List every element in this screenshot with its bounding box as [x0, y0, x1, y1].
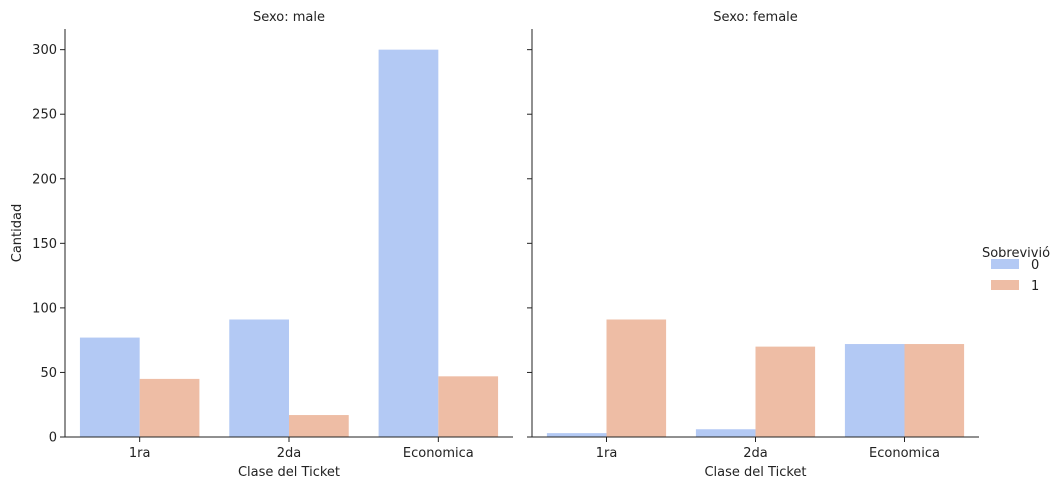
- x-tick-label: 2da: [277, 446, 302, 461]
- y-tick-label: 100: [32, 301, 57, 316]
- x-tick-label: 2da: [743, 446, 768, 461]
- y-axis-label: Cantidad: [10, 204, 25, 262]
- x-tick-label: Economica: [403, 446, 474, 461]
- y-tick-label: 50: [40, 366, 57, 381]
- legend-swatch-0: [991, 259, 1019, 269]
- bar-1-Economica: [438, 376, 499, 437]
- legend: Sobrevivió 01: [982, 246, 1050, 294]
- x-axis-label: Clase del Ticket: [704, 465, 806, 480]
- bar-0-Economica: [378, 49, 439, 437]
- y-tick-label: 250: [32, 108, 57, 123]
- y-tick-label: 300: [32, 43, 57, 58]
- bar-1-2da: [755, 346, 816, 437]
- y-tick-label: 200: [32, 172, 57, 187]
- bar-1-1ra: [606, 319, 667, 437]
- bar-0-1ra: [546, 433, 607, 437]
- x-tick-label: Economica: [869, 446, 940, 461]
- bar-1-Economica: [904, 344, 965, 437]
- x-tick-label: 1ra: [129, 446, 151, 461]
- y-tick-label: 0: [49, 431, 57, 446]
- bar-1-1ra: [139, 378, 200, 437]
- facet-title: Sexo: male: [253, 10, 325, 25]
- bar-0-1ra: [79, 337, 140, 437]
- bar-0-2da: [695, 429, 756, 437]
- bar-1-2da: [289, 415, 349, 437]
- legend-label-1: 1: [1031, 279, 1039, 294]
- bar-0-Economica: [844, 344, 905, 437]
- bar-0-2da: [229, 319, 289, 437]
- x-tick-label: 1ra: [596, 446, 618, 461]
- legend-swatch-1: [991, 280, 1019, 290]
- facet-panel-0: Sexo: male 0 50 100 150 200 250 300 1ra 2da Econom…: [10, 10, 513, 480]
- facet-panel-1: Sexo: female 1ra 2da Economica Clase del Tic…: [527, 10, 979, 480]
- facets: Sexo: male 0 50 100 150 200 250 300 1ra 2da Econom…: [10, 10, 979, 480]
- x-axis-label: Clase del Ticket: [238, 465, 340, 480]
- legend-label-0: 0: [1031, 258, 1039, 273]
- y-tick-label: 150: [32, 237, 57, 252]
- legend-entries: 01: [991, 258, 1039, 294]
- legend-title: Sobrevivió: [982, 246, 1050, 261]
- facet-title: Sexo: female: [713, 10, 798, 25]
